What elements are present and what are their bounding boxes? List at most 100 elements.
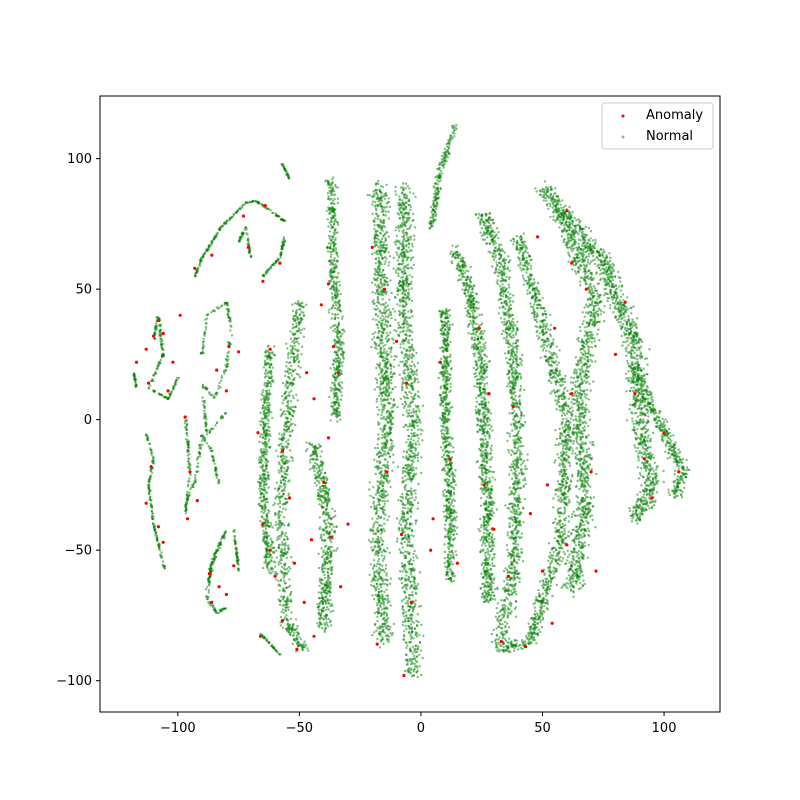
normal-point	[401, 300, 404, 303]
normal-point	[406, 507, 410, 510]
normal-point	[334, 214, 337, 217]
normal-point	[318, 620, 321, 624]
normal-point	[377, 253, 380, 256]
normal-point	[284, 483, 287, 486]
normal-point	[320, 591, 323, 594]
normal-point	[396, 537, 399, 540]
normal-point	[323, 521, 327, 525]
normal-point	[405, 663, 409, 666]
normal-point	[379, 427, 382, 430]
normal-point	[381, 331, 385, 335]
normal-point	[406, 599, 409, 603]
normal-point	[414, 632, 417, 636]
normal-point	[375, 213, 378, 216]
normal-point	[282, 604, 286, 607]
normal-point	[320, 596, 324, 599]
normal-point	[336, 293, 339, 296]
normal-point	[374, 553, 377, 556]
normal-point	[446, 428, 449, 431]
normal-point	[382, 482, 385, 485]
normal-point	[328, 547, 331, 551]
normal-point	[415, 467, 418, 470]
normal-point	[296, 624, 299, 628]
normal-point	[446, 477, 449, 481]
normal-point	[405, 194, 409, 197]
normal-point	[279, 569, 283, 573]
normal-point	[380, 448, 383, 451]
normal-point	[326, 625, 330, 628]
normal-point	[331, 325, 334, 328]
normal-point	[380, 237, 384, 240]
normal-point	[382, 617, 385, 620]
normal-point	[282, 478, 285, 482]
normal-point	[319, 581, 323, 584]
normal-point	[383, 441, 387, 444]
normal-point	[455, 127, 458, 131]
normal-point	[411, 315, 414, 318]
normal-point	[440, 324, 444, 327]
normal-point	[400, 276, 403, 279]
normal-point	[416, 361, 420, 365]
normal-point	[406, 415, 409, 418]
normal-point	[408, 191, 412, 194]
normal-point	[388, 455, 392, 459]
normal-point	[283, 534, 287, 537]
normal-point	[376, 314, 380, 318]
normal-point	[376, 637, 379, 641]
normal-point	[280, 553, 283, 557]
normal-point	[336, 308, 339, 311]
normal-point	[288, 361, 292, 364]
normal-point	[400, 500, 403, 503]
normal-point	[449, 503, 452, 507]
normal-point	[406, 510, 409, 513]
normal-point	[281, 381, 285, 385]
normal-point	[331, 267, 334, 270]
normal-point	[309, 461, 312, 464]
normal-point	[410, 490, 413, 493]
normal-point	[407, 617, 410, 620]
normal-point	[294, 423, 297, 427]
normal-point	[410, 395, 413, 399]
normal-point	[405, 451, 409, 454]
normal-point	[380, 550, 383, 554]
normal-point	[382, 604, 386, 607]
normal-point	[335, 375, 339, 378]
normal-point	[327, 521, 330, 525]
normal-point	[448, 328, 451, 331]
normal-point	[439, 169, 443, 173]
normal-point	[447, 436, 450, 439]
normal-point	[289, 400, 293, 403]
normal-point	[277, 561, 281, 564]
normal-point	[328, 532, 331, 536]
normal-point	[399, 186, 403, 189]
normal-point	[402, 296, 406, 300]
normal-point	[331, 312, 334, 316]
normal-point	[446, 443, 449, 447]
normal-point	[284, 586, 288, 589]
normal-point	[414, 591, 417, 595]
normal-point	[287, 522, 291, 525]
normal-point	[386, 583, 389, 586]
normal-point	[442, 466, 446, 470]
normal-point	[410, 299, 414, 303]
normal-point	[388, 363, 392, 367]
normal-point	[454, 550, 457, 553]
normal-point	[283, 489, 286, 492]
normal-point	[397, 255, 401, 258]
normal-point	[320, 566, 323, 569]
normal-point	[397, 364, 401, 367]
normal-point	[327, 574, 330, 577]
normal-point	[382, 213, 385, 216]
normal-point	[334, 371, 337, 374]
normal-point	[295, 324, 299, 328]
normal-point	[376, 526, 379, 530]
normal-point	[299, 313, 302, 316]
normal-point	[288, 479, 291, 482]
normal-point	[334, 385, 337, 388]
normal-point	[281, 413, 284, 416]
normal-point	[451, 323, 454, 326]
normal-point	[392, 267, 395, 270]
normal-point	[380, 489, 383, 493]
normal-point	[377, 554, 380, 557]
normal-point	[329, 386, 332, 389]
